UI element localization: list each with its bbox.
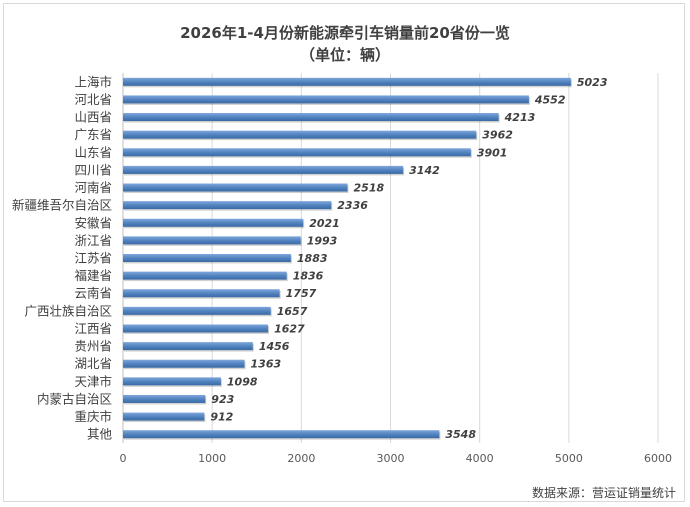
category-label: 河北省 [74, 92, 112, 107]
bar [123, 148, 471, 157]
data-label: 923 [211, 393, 234, 406]
bar [123, 324, 269, 333]
bar [123, 394, 206, 403]
category-label: 山西省 [74, 110, 112, 125]
category-label: 重庆市 [74, 409, 112, 424]
x-tick-label: 1000 [198, 452, 226, 465]
bar [123, 236, 301, 245]
data-label: 1883 [297, 252, 328, 265]
category-label: 天津市 [74, 374, 112, 389]
data-label: 1657 [277, 305, 308, 318]
category-label: 贵州省 [74, 339, 112, 354]
bar [123, 342, 253, 351]
category-label: 河南省 [74, 180, 112, 195]
bar [123, 289, 280, 298]
data-label: 1363 [251, 358, 282, 371]
data-label: 2021 [309, 217, 340, 230]
bar [123, 412, 205, 421]
chart-frame [3, 3, 685, 502]
bar [123, 77, 571, 86]
category-labels: 上海市河北省山西省广东省山东省四川省河南省新疆维吾尔自治区安徽省浙江省江苏省福建… [12, 74, 113, 441]
bar [123, 183, 348, 192]
category-label: 四川省 [74, 162, 112, 177]
x-tick-label: 6000 [644, 452, 672, 465]
bar [123, 218, 304, 227]
category-label: 江苏省 [74, 251, 112, 266]
category-label: 其他 [87, 427, 113, 442]
category-label: 山东省 [74, 145, 112, 160]
x-tick-label: 3000 [377, 452, 405, 465]
bar [123, 377, 221, 386]
bar [123, 95, 529, 104]
bar [123, 254, 291, 262]
x-tick-label: 0 [120, 452, 127, 465]
data-label: 1993 [307, 234, 338, 247]
category-label: 浙江省 [74, 233, 112, 248]
category-label: 新疆维吾尔自治区 [12, 198, 112, 213]
chart-title: 2026年1-4月份新能源牵引车销量前20省份一览 [180, 24, 510, 42]
bar [123, 306, 271, 315]
data-label: 2336 [337, 199, 368, 212]
bar [123, 271, 287, 280]
bar [123, 165, 404, 174]
category-label: 广西壮族自治区 [24, 303, 112, 318]
x-tick-label: 2000 [287, 452, 315, 465]
x-tick-labels: 0 1000 2000 3000 4000 5000 6000 [120, 452, 673, 465]
bars [123, 77, 572, 440]
category-label: 福建省 [74, 268, 112, 283]
data-label: 4552 [534, 93, 566, 106]
x-tick-label: 5000 [555, 452, 583, 465]
bar [123, 130, 477, 139]
data-label: 3962 [482, 129, 513, 142]
data-label: 1098 [227, 375, 258, 388]
data-label: 1757 [286, 287, 317, 300]
data-label: 3548 [445, 428, 476, 441]
data-label: 1627 [274, 322, 305, 335]
category-label: 上海市 [74, 74, 112, 89]
x-tick-label: 4000 [466, 452, 494, 465]
category-label: 湖北省 [74, 356, 112, 371]
value-labels: 5023 4552 4213 3962 3901 3142 2518 2336 2021 1993… [210, 76, 608, 441]
data-source-note: 数据来源：营运证销量统计 [531, 486, 676, 500]
data-label: 4213 [504, 111, 536, 124]
data-label: 1456 [259, 340, 290, 353]
bar [123, 430, 440, 439]
bar [123, 359, 245, 368]
category-label: 云南省 [74, 286, 112, 301]
bar [123, 113, 499, 122]
data-label: 912 [210, 411, 233, 424]
category-label: 广东省 [74, 127, 112, 142]
data-label: 2518 [354, 182, 385, 195]
data-label: 5023 [577, 76, 608, 89]
chart-subtitle: （单位：辆） [299, 46, 390, 64]
data-label: 3901 [477, 146, 508, 159]
category-label: 江西省 [74, 321, 112, 336]
bar [123, 201, 332, 210]
data-label: 1836 [293, 270, 324, 283]
category-label: 内蒙古自治区 [37, 391, 112, 406]
category-label: 安徽省 [74, 215, 112, 230]
data-label: 3142 [409, 164, 440, 177]
